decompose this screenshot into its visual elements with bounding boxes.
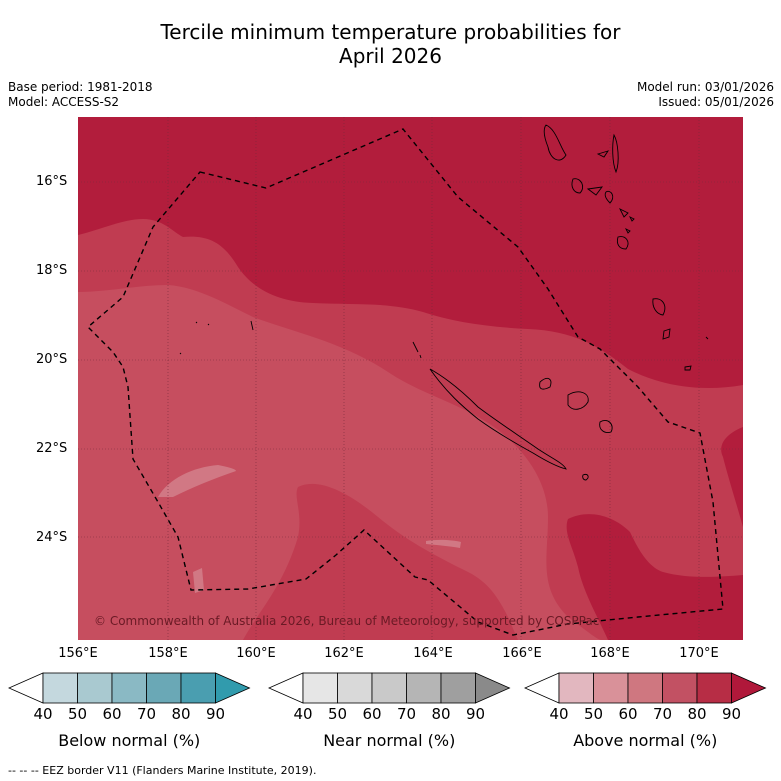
colorbar-below xyxy=(8,672,251,704)
issued-date: Issued: 05/01/2026 xyxy=(658,95,774,109)
colorbar-below-tick: 40 xyxy=(33,705,53,723)
lon-label-164e: 164°E xyxy=(413,646,453,661)
colorbar-above-tick: 50 xyxy=(583,705,604,723)
colorbar-above-upper-extend xyxy=(731,672,767,704)
zone-50-60-b xyxy=(426,539,461,548)
loyalty-lifou xyxy=(567,391,589,410)
vanuatu-epi xyxy=(604,190,614,204)
colorbar-below-tick: 60 xyxy=(102,705,122,723)
lat-label-20s: 20°S xyxy=(36,352,68,367)
colorbar-above-segment xyxy=(593,672,629,704)
colorbar-below-tick: 90 xyxy=(205,705,226,723)
colorbar-below-lower-extend xyxy=(8,672,44,704)
colorbar-below-segment xyxy=(146,672,182,704)
colorbar-above-tick: 70 xyxy=(652,705,673,723)
lon-label-168e: 168°E xyxy=(590,646,630,661)
lon-label-160e: 160°E xyxy=(236,646,276,661)
title-line-1: Tercile minimum temperature probabilitie… xyxy=(160,20,621,44)
lat-label-24s: 24°S xyxy=(36,530,68,545)
colorbar-below-segment xyxy=(180,672,216,704)
zone-60-70 xyxy=(78,285,601,640)
lon-label-162e: 162°E xyxy=(324,646,364,661)
zone-80-90-southeast xyxy=(566,514,743,640)
model-run: Model run: 03/01/2026 xyxy=(636,80,774,94)
colorbar-above-label: Above normal (%) xyxy=(573,731,718,750)
colorbar-above-tick: 80 xyxy=(687,705,707,723)
vanuatu-malekula xyxy=(571,178,584,194)
eez-border xyxy=(86,128,724,636)
zone-50-60-c xyxy=(193,568,204,593)
colorbar-near-segment xyxy=(406,672,442,704)
vanuatu-maewo xyxy=(612,133,619,174)
colorbar-near-upper-extend xyxy=(475,672,511,704)
colorbar-below-upper-extend xyxy=(215,672,251,704)
copyright-notice: © Commonwealth of Australia 2026, Bureau… xyxy=(94,614,600,628)
colorbar-above-segment xyxy=(696,672,732,704)
colorbar-above-tick: 40 xyxy=(549,705,569,723)
map-title: Tercile minimum temperature probabilitie… xyxy=(0,20,781,68)
colorbar-below-segment xyxy=(111,672,147,704)
model-name: Model: ACCESS-S2 xyxy=(8,95,120,109)
colorbar-above xyxy=(524,672,767,704)
colorbar-near-tick: 40 xyxy=(293,705,313,723)
belep-islands xyxy=(412,341,422,359)
vanuatu-espiritu-santo xyxy=(543,124,567,161)
lon-label-158e: 158°E xyxy=(148,646,188,661)
vanuatu-erromango xyxy=(652,298,666,316)
loyalty-mare xyxy=(599,420,613,433)
vanuatu-efate xyxy=(616,236,629,250)
zone-80-90-lower xyxy=(243,483,518,640)
colorbar-near-lower-extend xyxy=(268,672,304,704)
colorbar-below-label: Below normal (%) xyxy=(58,731,201,750)
probability-map: © Commonwealth of Australia 2026, Bureau… xyxy=(78,117,743,640)
lon-label-166e: 166°E xyxy=(502,646,542,661)
lat-label-22s: 22°S xyxy=(36,441,68,456)
new-caledonia-island xyxy=(429,368,567,470)
vanuatu-pentecost xyxy=(596,150,610,158)
vanuatu-small xyxy=(618,207,635,234)
colorbar-below-tick: 50 xyxy=(67,705,88,723)
colorbar-above-lower-extend xyxy=(524,672,560,704)
colorbar-below-tick: 70 xyxy=(136,705,157,723)
colorbar-below-segment xyxy=(77,672,113,704)
vanuatu-aneityum xyxy=(684,365,692,371)
colorbar-above-segment xyxy=(627,672,663,704)
isle-of-pines xyxy=(582,474,589,481)
lon-label-156e: 156°E xyxy=(58,646,98,661)
colorbar-above-tick: 60 xyxy=(618,705,638,723)
colorbar-above-segment xyxy=(662,672,698,704)
colorbar-near-tick: 90 xyxy=(465,705,486,723)
eez-footnote: -- -- -- EEZ border V11 (Flanders Marine… xyxy=(8,764,317,777)
lat-label-16s: 16°S xyxy=(36,174,68,189)
chesterfield-islands xyxy=(179,320,254,355)
colorbar-near-label: Near normal (%) xyxy=(323,731,456,750)
vanuatu-tanna xyxy=(662,328,671,340)
colorbar-near-segment xyxy=(302,672,338,704)
colorbar-below-segment xyxy=(42,672,78,704)
colorbar-near-segment xyxy=(337,672,373,704)
zone-50-60-a xyxy=(158,465,236,497)
colorbar-near-tick: 80 xyxy=(431,705,451,723)
matthew-hunter xyxy=(705,336,709,340)
vanuatu-ambrym xyxy=(586,186,604,196)
meta-left: Base period: 1981-2018 Model: ACCESS-S2 xyxy=(8,80,153,110)
colorbar-near-tick: 60 xyxy=(362,705,382,723)
colorbar-near-segment xyxy=(371,672,407,704)
lat-label-18s: 18°S xyxy=(36,263,68,278)
map-svg xyxy=(78,117,743,640)
meta-right: Model run: 03/01/2026 Issued: 05/01/2026 xyxy=(637,80,774,110)
colorbar-near xyxy=(268,672,511,704)
lon-label-170e: 170°E xyxy=(679,646,719,661)
colorbar-near-segment xyxy=(440,672,476,704)
colorbar-near-tick: 50 xyxy=(327,705,348,723)
graticule xyxy=(78,117,743,640)
colorbar-above-segment xyxy=(558,672,594,704)
colorbar-below-tick: 80 xyxy=(171,705,191,723)
title-line-2: April 2026 xyxy=(339,44,442,68)
loyalty-ouvea xyxy=(539,377,552,390)
colorbar-above-tick: 90 xyxy=(721,705,742,723)
colorbar-near-tick: 70 xyxy=(396,705,417,723)
base-period: Base period: 1981-2018 xyxy=(8,80,153,94)
